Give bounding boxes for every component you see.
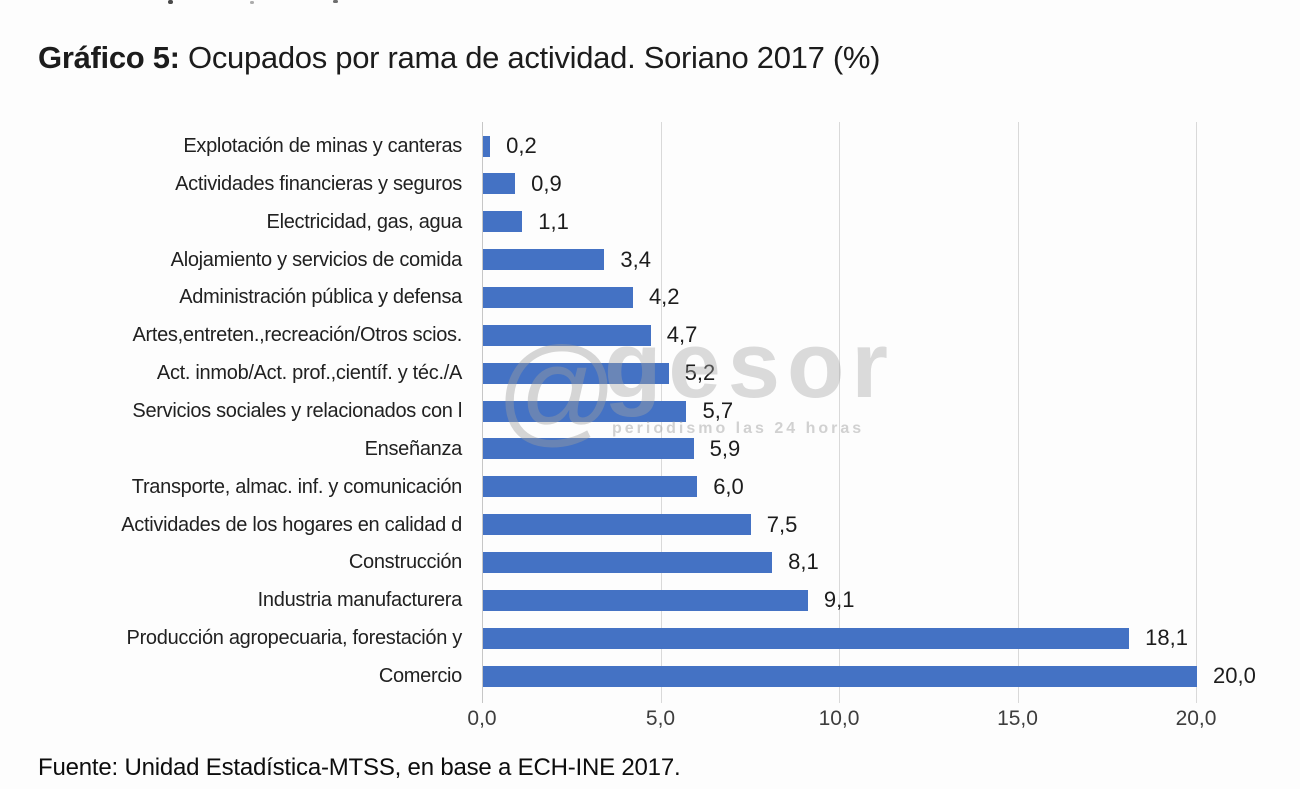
value-label: 9,1	[823, 587, 855, 613]
bar	[483, 551, 773, 573]
chart-title-prefix: Gráfico 5:	[38, 40, 180, 75]
value-label: 0,9	[531, 170, 562, 196]
bar	[483, 362, 669, 384]
category-label: Enseñanza	[364, 437, 463, 460]
category-label: Alojamiento y servicios de comida	[170, 248, 463, 271]
gridline	[1196, 122, 1197, 703]
category-label: Comercio	[378, 665, 462, 688]
bar	[483, 627, 1130, 649]
value-label: 5,2	[684, 360, 716, 386]
x-tick-label: 10,0	[818, 707, 860, 730]
bar	[483, 438, 694, 460]
category-label: Explotación de minas y canteras	[183, 135, 462, 157]
value-label: 4,7	[666, 322, 698, 348]
category-label: Administración pública y defensa	[179, 286, 462, 309]
bar	[483, 135, 491, 157]
category-label: Industria manufacturera	[257, 589, 463, 612]
bar	[483, 324, 651, 346]
chart-title-text: Ocupados por rama de actividad. Soriano …	[179, 40, 881, 75]
bar	[483, 514, 751, 536]
value-label: 3,4	[620, 246, 651, 272]
gridline	[839, 122, 840, 703]
value-label: 4,2	[648, 284, 680, 310]
clipped-text-fragment	[168, 0, 173, 4]
category-label: Servicios sociales y relacionados con l	[132, 400, 462, 423]
gridline	[1017, 122, 1019, 703]
category-label: Transporte, almac. inf. y comunicación	[131, 475, 463, 498]
at-sign-icon: @	[496, 323, 618, 457]
category-label: Artes,entreten.,recreación/Otros scios.	[132, 324, 462, 347]
bar	[483, 249, 605, 271]
bar	[483, 211, 523, 233]
category-label: Actividades financieras y seguros	[175, 172, 462, 195]
category-label: Act. inmob/Act. prof.,científ. y téc./A	[156, 362, 462, 385]
bar	[483, 400, 687, 422]
clipped-text-fragment	[250, 1, 254, 4]
value-label: 0,2	[506, 133, 537, 158]
gridline	[482, 122, 483, 703]
bar	[483, 589, 808, 611]
bar	[483, 173, 516, 195]
value-label: 6,0	[713, 473, 744, 499]
category-label: Producción agropecuaria, forestación y	[126, 627, 463, 650]
chart-title: Gráfico 5: Ocupados por rama de activida…	[38, 40, 880, 76]
category-label: Construcción	[348, 551, 462, 574]
value-label: 20,0	[1213, 663, 1256, 689]
value-label: 7,5	[766, 511, 798, 537]
category-label: Electricidad, gas, agua	[266, 210, 463, 233]
value-label: 18,1	[1145, 625, 1188, 651]
bar	[483, 286, 633, 308]
clipped-text-fragment	[333, 0, 338, 3]
value-label: 5,7	[702, 398, 734, 424]
bar	[483, 665, 1197, 687]
value-label: 8,1	[788, 549, 819, 575]
x-tick-label: 0,0	[467, 707, 497, 730]
value-label: 5,9	[709, 435, 741, 461]
bar	[483, 476, 698, 498]
category-label: Actividades de los hogares en calidad d	[121, 513, 462, 536]
x-tick-label: 5,0	[645, 707, 676, 730]
source-note: Fuente: Unidad Estadística-MTSS, en base…	[38, 754, 681, 781]
value-label: 1,1	[538, 208, 569, 234]
x-tick-label: 20,0	[1175, 707, 1217, 730]
x-tick-label: 15,0	[997, 707, 1038, 730]
